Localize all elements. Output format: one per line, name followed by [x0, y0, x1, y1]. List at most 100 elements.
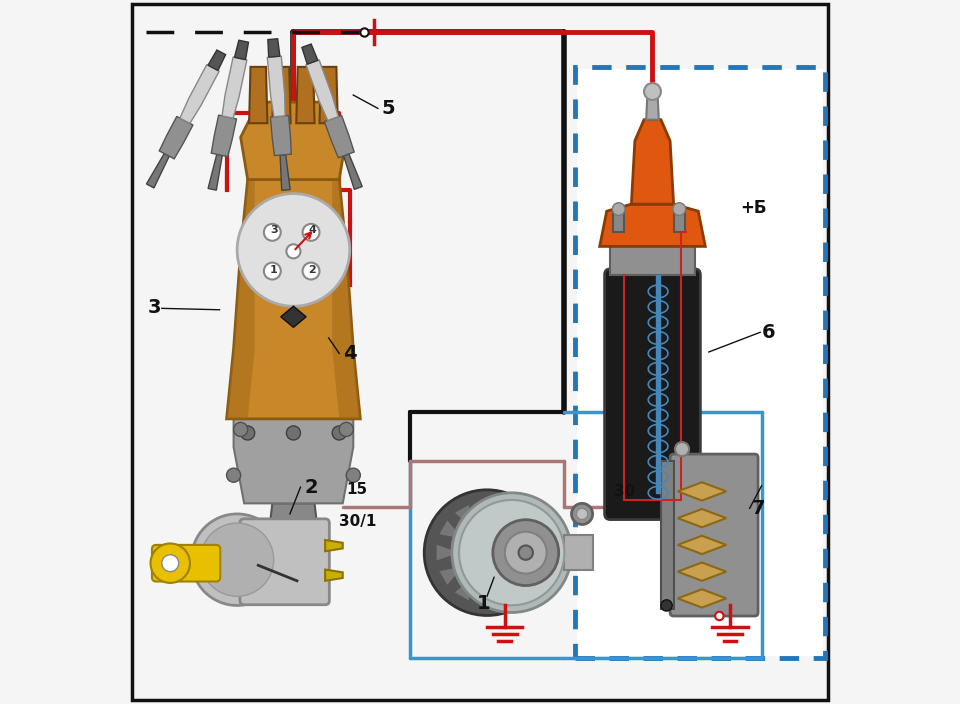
Polygon shape	[267, 503, 321, 553]
Polygon shape	[211, 115, 236, 156]
Polygon shape	[479, 502, 495, 526]
Text: 7: 7	[752, 499, 765, 518]
Polygon shape	[227, 180, 254, 419]
Polygon shape	[222, 57, 247, 118]
Polygon shape	[241, 102, 347, 180]
Circle shape	[612, 203, 625, 215]
Polygon shape	[600, 204, 706, 246]
Circle shape	[201, 523, 274, 596]
FancyBboxPatch shape	[152, 545, 220, 582]
Text: 1: 1	[270, 265, 277, 275]
Polygon shape	[249, 67, 268, 123]
Text: 2: 2	[304, 478, 318, 497]
Polygon shape	[611, 246, 695, 275]
Polygon shape	[511, 566, 536, 586]
Polygon shape	[208, 154, 223, 190]
Polygon shape	[180, 65, 219, 123]
Text: 15: 15	[347, 482, 368, 497]
Text: 4: 4	[343, 344, 356, 363]
FancyBboxPatch shape	[670, 454, 758, 616]
Polygon shape	[159, 116, 193, 159]
Polygon shape	[436, 544, 460, 561]
Polygon shape	[454, 504, 473, 529]
Polygon shape	[344, 154, 362, 189]
Polygon shape	[511, 520, 536, 539]
Polygon shape	[320, 67, 338, 123]
Polygon shape	[439, 566, 464, 586]
Text: 3: 3	[270, 225, 277, 235]
Circle shape	[673, 203, 685, 215]
Polygon shape	[306, 60, 338, 120]
Circle shape	[332, 426, 347, 440]
Polygon shape	[147, 153, 169, 188]
FancyBboxPatch shape	[240, 519, 329, 605]
Circle shape	[339, 422, 353, 436]
Polygon shape	[297, 67, 315, 123]
FancyBboxPatch shape	[605, 269, 701, 520]
Circle shape	[675, 442, 689, 456]
Circle shape	[191, 514, 283, 605]
Polygon shape	[646, 92, 659, 120]
Circle shape	[302, 224, 320, 241]
Polygon shape	[280, 306, 306, 327]
Circle shape	[264, 224, 280, 241]
Circle shape	[576, 508, 588, 520]
Circle shape	[505, 532, 546, 574]
Circle shape	[151, 543, 190, 583]
Text: 4: 4	[308, 225, 317, 235]
Circle shape	[302, 263, 320, 279]
Circle shape	[347, 468, 360, 482]
Polygon shape	[674, 211, 684, 232]
Polygon shape	[500, 504, 519, 529]
Polygon shape	[613, 211, 624, 232]
Text: 1: 1	[476, 594, 491, 613]
Circle shape	[715, 612, 724, 620]
Polygon shape	[678, 562, 726, 581]
Circle shape	[162, 555, 179, 572]
Polygon shape	[273, 67, 291, 123]
Polygon shape	[271, 115, 291, 156]
Text: +Б: +Б	[740, 199, 767, 217]
Polygon shape	[325, 540, 343, 551]
Polygon shape	[678, 509, 726, 527]
Text: 30/1: 30/1	[339, 514, 376, 529]
Circle shape	[286, 244, 300, 258]
Polygon shape	[678, 536, 726, 554]
Circle shape	[233, 422, 248, 436]
Bar	[575, 67, 825, 658]
Polygon shape	[439, 520, 464, 539]
Circle shape	[286, 426, 300, 440]
Polygon shape	[227, 180, 360, 419]
Circle shape	[571, 503, 592, 524]
Text: 5: 5	[381, 99, 396, 118]
Text: 3: 3	[148, 298, 161, 318]
Polygon shape	[479, 579, 495, 603]
Text: 30: 30	[613, 484, 635, 499]
Circle shape	[518, 546, 533, 560]
Circle shape	[459, 500, 564, 605]
Polygon shape	[208, 50, 226, 70]
Polygon shape	[268, 39, 280, 57]
Bar	[577, 69, 823, 656]
Circle shape	[237, 194, 349, 306]
Polygon shape	[656, 275, 660, 493]
Polygon shape	[514, 544, 538, 561]
Polygon shape	[678, 589, 726, 608]
Polygon shape	[632, 120, 674, 204]
Polygon shape	[500, 576, 519, 601]
Polygon shape	[234, 40, 249, 60]
Circle shape	[452, 493, 571, 612]
Polygon shape	[332, 180, 360, 419]
Circle shape	[492, 520, 559, 586]
Circle shape	[644, 83, 660, 100]
Circle shape	[660, 600, 672, 611]
Circle shape	[424, 490, 550, 615]
Polygon shape	[325, 570, 343, 581]
Polygon shape	[324, 115, 354, 158]
Text: 6: 6	[761, 323, 776, 342]
Circle shape	[241, 426, 254, 440]
Polygon shape	[233, 419, 353, 503]
Polygon shape	[678, 482, 726, 501]
Polygon shape	[660, 461, 674, 609]
Polygon shape	[301, 44, 318, 64]
